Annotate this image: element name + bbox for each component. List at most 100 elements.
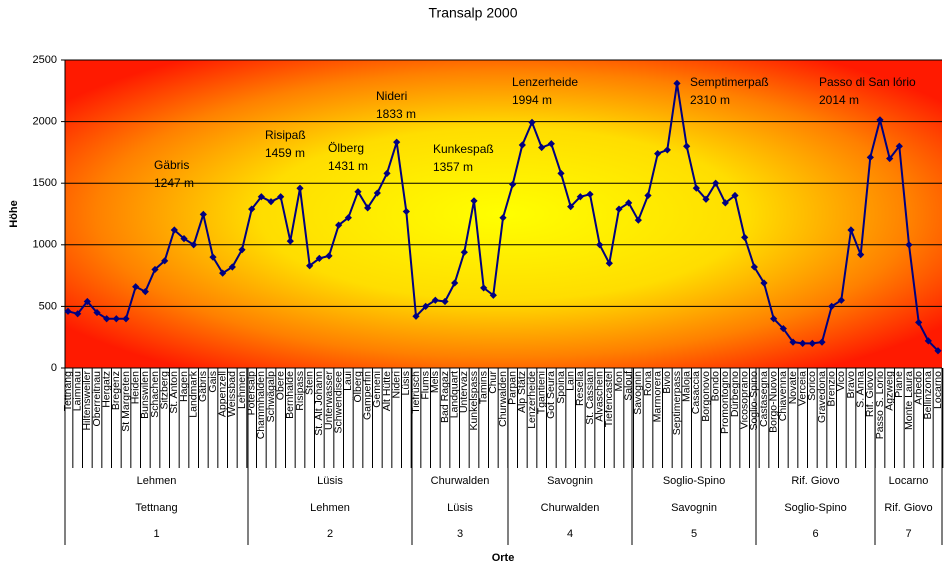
x-tick-label: Bad Ragaz xyxy=(439,371,451,423)
data-point xyxy=(673,79,681,88)
chart-title: Transalp 2000 xyxy=(429,5,518,21)
x-tick-label: Rif. Giovo xyxy=(864,371,876,417)
data-point xyxy=(586,190,594,198)
x-tick-label: Laui xyxy=(342,371,354,391)
data-point xyxy=(441,297,449,306)
data-point xyxy=(750,263,758,271)
x-tick-label: Tgantieni xyxy=(535,371,547,414)
x-tick-label: Sitzberg xyxy=(158,371,170,410)
data-point xyxy=(760,279,768,287)
annotation-value: 1833 m xyxy=(376,107,416,121)
data-point xyxy=(93,308,101,317)
data-point xyxy=(837,296,845,304)
x-tick-label: Risipass xyxy=(294,371,306,411)
x-tick-label: Mels xyxy=(429,371,441,393)
data-point xyxy=(770,315,778,323)
x-tick-label: Lüsis xyxy=(400,371,412,396)
x-tick-label: Tiefencastel xyxy=(603,371,615,427)
data-point xyxy=(335,221,343,229)
data-point xyxy=(915,318,923,327)
data-point xyxy=(886,154,894,163)
x-tick-label: S. Anna xyxy=(854,371,866,408)
data-point xyxy=(538,143,546,152)
data-point xyxy=(267,198,275,206)
x-tick-label: Piane xyxy=(893,371,905,398)
x-tick-label: Marmorera xyxy=(651,371,663,423)
x-tick-label: Weissbad xyxy=(226,371,238,417)
x-tick-label: Sorico xyxy=(806,371,818,401)
data-point xyxy=(122,315,130,323)
x-tick-label: Passo S. Lorio xyxy=(874,371,886,439)
data-point xyxy=(364,204,372,212)
x-tick-label: Vicosoprano xyxy=(738,371,750,429)
data-point xyxy=(248,205,256,213)
stage-to: Locarno xyxy=(889,475,929,487)
data-point xyxy=(731,191,739,200)
data-point xyxy=(924,337,932,345)
data-point xyxy=(828,302,836,310)
x-tick-label: Agzweig xyxy=(883,371,895,411)
x-tick-label: Kunkelspass xyxy=(468,371,480,431)
x-tick-label: Locarno xyxy=(932,371,944,409)
x-tick-label: Untervaz xyxy=(458,371,470,413)
data-point xyxy=(702,195,710,203)
x-tick-label: Tiefrüsch xyxy=(410,371,422,414)
data-point xyxy=(383,169,391,177)
x-tick-label: Alp Stätz xyxy=(516,371,528,413)
annotation-value: 1459 m xyxy=(265,146,305,160)
stage-number: 1 xyxy=(153,528,159,540)
data-point xyxy=(712,179,720,187)
data-point xyxy=(190,241,198,249)
annotation-value: 2310 m xyxy=(690,93,730,107)
x-tick-label: St Margreten xyxy=(120,371,132,432)
data-point xyxy=(499,214,507,222)
x-tick-label: Landquart xyxy=(448,371,460,418)
stage-number: 2 xyxy=(327,528,333,540)
stage-to: Rif. Giovo xyxy=(791,475,839,487)
x-tick-label: Flums xyxy=(419,371,431,400)
stage-to: Lüsis xyxy=(317,475,343,487)
data-point xyxy=(373,189,381,197)
data-point xyxy=(895,142,903,150)
x-tick-label: Alvaschein xyxy=(593,371,605,422)
data-point xyxy=(779,324,787,333)
data-point xyxy=(161,257,169,265)
x-tick-label: Chur xyxy=(487,371,499,394)
y-tick-label: 500 xyxy=(39,300,57,312)
data-point xyxy=(663,146,671,154)
data-point xyxy=(228,263,236,271)
x-tick-label: St. Anton xyxy=(168,371,180,414)
stage-from: Rif. Giovo xyxy=(884,502,932,514)
y-tick-label: 1000 xyxy=(33,239,57,251)
x-tick-label: Lehmen xyxy=(236,371,248,409)
annotation-name: Semptimerpaß xyxy=(690,75,769,89)
annotation-name: Lenzerheide xyxy=(512,75,578,89)
stage-from: Churwalden xyxy=(541,502,600,514)
x-tick-label: Churwalden xyxy=(497,371,509,427)
data-point xyxy=(692,184,700,192)
x-tick-label: Alt Hütte xyxy=(381,371,393,411)
data-point xyxy=(83,297,91,306)
annotation-name: Gäbris xyxy=(154,158,189,172)
data-point xyxy=(605,259,613,267)
data-point xyxy=(103,315,111,323)
data-point xyxy=(528,118,536,126)
y-tick-label: 2000 xyxy=(33,116,57,128)
x-tick-label: Laimnau xyxy=(71,371,83,411)
data-point xyxy=(808,339,816,347)
data-point xyxy=(209,253,217,261)
stage-from: Lehmen xyxy=(310,502,350,514)
annotation-name: Risipaß xyxy=(265,128,306,142)
x-tick-label: Dürbegno xyxy=(729,371,741,417)
data-point xyxy=(64,307,72,315)
x-tick-label: Hergatz xyxy=(100,371,112,408)
data-point xyxy=(238,246,246,254)
data-point xyxy=(141,288,149,296)
x-tick-label: Hagen xyxy=(178,371,190,402)
data-point xyxy=(567,203,575,211)
x-tick-label: Brenzio xyxy=(825,371,837,407)
data-point xyxy=(489,291,497,299)
x-tick-label: Monte Laura xyxy=(903,371,915,430)
x-tick-label: Novate xyxy=(787,371,799,404)
